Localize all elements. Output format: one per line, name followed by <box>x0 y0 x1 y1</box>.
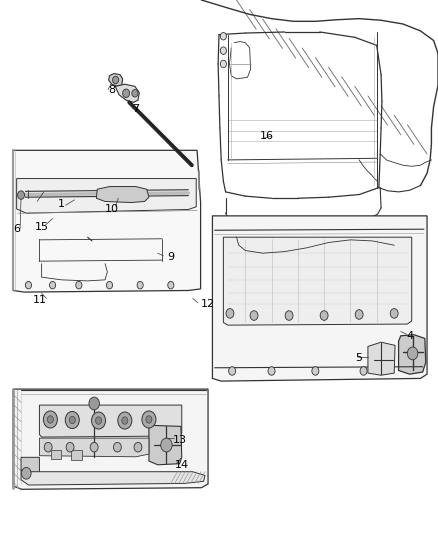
Polygon shape <box>109 74 123 86</box>
Polygon shape <box>39 438 149 457</box>
Polygon shape <box>399 335 426 374</box>
Circle shape <box>285 311 293 320</box>
Circle shape <box>168 281 174 289</box>
Circle shape <box>113 442 121 452</box>
Polygon shape <box>149 425 182 465</box>
Circle shape <box>220 33 226 40</box>
Circle shape <box>66 442 74 452</box>
Circle shape <box>220 60 226 68</box>
Text: 15: 15 <box>35 222 49 231</box>
Text: 13: 13 <box>173 435 187 445</box>
Circle shape <box>106 281 113 289</box>
Text: 5: 5 <box>356 353 363 363</box>
Circle shape <box>43 411 57 428</box>
Circle shape <box>113 76 119 84</box>
Text: 10: 10 <box>105 205 119 214</box>
Polygon shape <box>115 84 139 102</box>
Circle shape <box>65 411 79 429</box>
Circle shape <box>268 367 275 375</box>
Circle shape <box>320 311 328 320</box>
Circle shape <box>390 309 398 318</box>
Text: 7: 7 <box>132 104 139 114</box>
Text: 1: 1 <box>58 199 65 208</box>
Circle shape <box>132 90 138 97</box>
Polygon shape <box>21 457 39 475</box>
Circle shape <box>134 442 142 452</box>
Circle shape <box>355 310 363 319</box>
Circle shape <box>89 397 99 410</box>
Circle shape <box>229 367 236 375</box>
Circle shape <box>47 416 53 423</box>
Circle shape <box>92 412 106 429</box>
Bar <box>51 450 61 459</box>
Circle shape <box>69 416 75 424</box>
Circle shape <box>407 347 418 360</box>
Circle shape <box>49 281 56 289</box>
Circle shape <box>118 412 132 429</box>
Circle shape <box>137 281 143 289</box>
Circle shape <box>142 411 156 428</box>
Circle shape <box>21 467 31 479</box>
Circle shape <box>25 281 32 289</box>
Circle shape <box>146 416 152 423</box>
Circle shape <box>18 191 25 199</box>
Circle shape <box>76 281 82 289</box>
Circle shape <box>44 442 52 452</box>
Polygon shape <box>368 342 395 375</box>
Circle shape <box>312 367 319 375</box>
Bar <box>71 450 82 460</box>
Circle shape <box>161 438 172 452</box>
Polygon shape <box>13 150 201 292</box>
Circle shape <box>95 417 102 424</box>
Polygon shape <box>17 179 196 213</box>
Polygon shape <box>39 405 182 437</box>
Circle shape <box>360 367 367 375</box>
Text: 12: 12 <box>201 299 215 309</box>
Polygon shape <box>212 216 427 381</box>
Circle shape <box>90 442 98 452</box>
Circle shape <box>250 311 258 320</box>
Text: 9: 9 <box>167 252 174 262</box>
Text: 16: 16 <box>260 131 274 141</box>
Circle shape <box>122 417 128 424</box>
Text: 6: 6 <box>13 224 20 234</box>
Polygon shape <box>21 470 205 485</box>
Circle shape <box>123 89 130 98</box>
Polygon shape <box>96 187 149 203</box>
Text: 11: 11 <box>32 295 46 305</box>
Circle shape <box>220 47 226 54</box>
Text: 14: 14 <box>175 460 189 470</box>
Text: 8: 8 <box>108 85 115 94</box>
Circle shape <box>226 309 234 318</box>
Polygon shape <box>223 237 412 325</box>
Text: 4: 4 <box>406 331 413 341</box>
Polygon shape <box>13 389 208 489</box>
